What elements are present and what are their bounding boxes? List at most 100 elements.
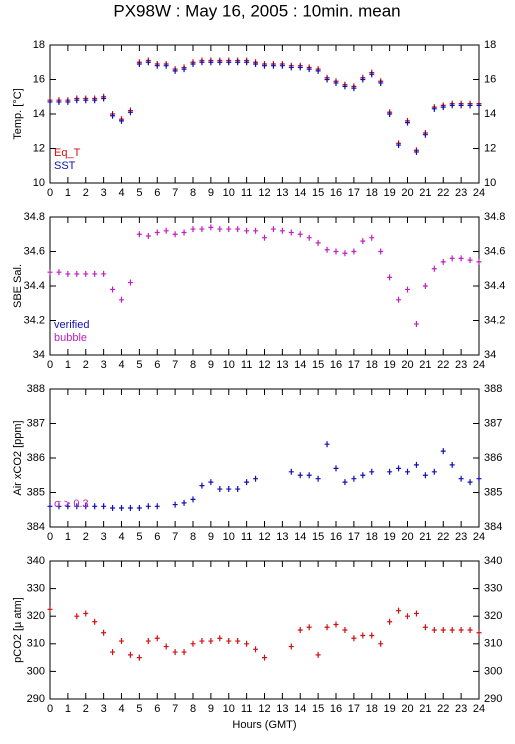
data-point bbox=[127, 651, 133, 658]
x-tick-label: 24 bbox=[473, 359, 485, 371]
x-tick-label: 22 bbox=[437, 531, 449, 543]
data-point bbox=[467, 102, 473, 109]
x-tick-label: 8 bbox=[190, 531, 196, 543]
data-point bbox=[253, 60, 259, 67]
x-tick-label: 15 bbox=[312, 359, 324, 371]
data-point bbox=[369, 632, 375, 639]
data-point bbox=[181, 229, 187, 236]
y-tick-label: 320 bbox=[27, 610, 45, 622]
y-tick-label: 34.8 bbox=[24, 211, 45, 223]
data-point bbox=[145, 503, 151, 510]
x-tick-label: 7 bbox=[172, 531, 178, 543]
data-point bbox=[154, 635, 160, 642]
y-tick-label: 384 bbox=[27, 521, 45, 533]
data-point bbox=[235, 486, 241, 493]
y-tick-label: 14 bbox=[33, 108, 45, 120]
data-point bbox=[467, 627, 473, 633]
data-point bbox=[467, 479, 473, 486]
x-tick-label: 6 bbox=[154, 531, 160, 543]
data-point bbox=[360, 76, 366, 83]
data-point bbox=[253, 227, 259, 234]
y-tick-label-right: 16 bbox=[484, 73, 496, 85]
x-axis-label: Hours (GMT) bbox=[232, 719, 296, 731]
data-point bbox=[154, 62, 160, 69]
x-tick-label: 20 bbox=[401, 359, 413, 371]
data-point bbox=[262, 234, 267, 241]
data-point bbox=[172, 501, 178, 508]
data-point bbox=[163, 227, 169, 234]
y-tick-label-right: 34.6 bbox=[484, 245, 505, 257]
data-point bbox=[288, 64, 294, 71]
data-point bbox=[360, 238, 366, 245]
y-tick-label-right: 330 bbox=[484, 583, 502, 595]
y-tick-label: 386 bbox=[27, 452, 45, 464]
data-point bbox=[199, 638, 205, 645]
legend-entry: verified bbox=[54, 319, 89, 331]
legend-entry: bubble bbox=[54, 332, 87, 344]
data-point bbox=[208, 479, 214, 486]
data-point bbox=[297, 472, 303, 479]
x-tick-label: 2 bbox=[83, 703, 89, 715]
y-tick-label-right: 34.8 bbox=[484, 211, 505, 223]
data-point bbox=[422, 472, 428, 479]
data-point bbox=[145, 232, 151, 239]
data-point bbox=[92, 97, 98, 104]
x-tick-label: 4 bbox=[118, 359, 124, 371]
data-point bbox=[262, 654, 267, 661]
x-tick-label: 17 bbox=[348, 703, 360, 715]
y-tick-label-right: 290 bbox=[484, 693, 502, 705]
data-point bbox=[306, 624, 312, 631]
plot-frame bbox=[49, 388, 480, 528]
y-tick-label: 388 bbox=[27, 383, 45, 395]
x-tick-label: 23 bbox=[455, 359, 467, 371]
y-tick-label: 34.6 bbox=[24, 245, 45, 257]
data-point bbox=[226, 486, 232, 493]
data-point bbox=[422, 283, 428, 289]
y-tick-label-right: 388 bbox=[484, 383, 502, 395]
x-tick-label: 7 bbox=[172, 359, 178, 371]
x-tick-label: 9 bbox=[208, 187, 214, 199]
data-point bbox=[190, 226, 196, 233]
data-point bbox=[422, 131, 428, 138]
data-point bbox=[119, 638, 124, 645]
data-point bbox=[163, 643, 169, 650]
y-tick-label-right: 387 bbox=[484, 417, 502, 429]
y-tick-label: 34.4 bbox=[24, 280, 45, 292]
x-tick-label: 21 bbox=[419, 531, 431, 543]
data-point bbox=[119, 117, 124, 124]
data-point bbox=[467, 257, 473, 264]
data-point bbox=[92, 503, 98, 510]
x-tick-label: 1 bbox=[65, 359, 71, 371]
data-point bbox=[333, 621, 339, 628]
x-tick-label: 1 bbox=[65, 187, 71, 199]
data-point bbox=[244, 479, 250, 486]
data-point bbox=[476, 102, 482, 109]
data-point bbox=[110, 505, 116, 512]
x-tick-label: 0 bbox=[47, 187, 53, 199]
y-tick-label: 34 bbox=[33, 349, 45, 361]
data-point bbox=[351, 85, 357, 92]
data-point bbox=[405, 286, 410, 293]
data-point bbox=[199, 59, 205, 66]
data-point bbox=[387, 274, 393, 281]
data-point bbox=[74, 613, 80, 620]
data-point bbox=[56, 98, 62, 105]
y-tick-label-right: 384 bbox=[484, 521, 502, 533]
x-tick-label: 12 bbox=[258, 531, 270, 543]
x-tick-label: 17 bbox=[348, 187, 360, 199]
data-point bbox=[279, 227, 285, 234]
plot-frame bbox=[49, 560, 480, 700]
x-tick-label: 15 bbox=[312, 531, 324, 543]
x-tick-label: 17 bbox=[348, 531, 360, 543]
data-point bbox=[288, 643, 294, 650]
data-point bbox=[136, 60, 142, 67]
data-point bbox=[431, 627, 437, 633]
x-tick-label: 2 bbox=[83, 359, 89, 371]
x-tick-label: 16 bbox=[330, 531, 342, 543]
data-point bbox=[449, 255, 455, 262]
x-tick-label: 23 bbox=[455, 703, 467, 715]
y-tick-label: 340 bbox=[27, 555, 45, 567]
data-point bbox=[378, 79, 384, 86]
data-point bbox=[190, 640, 196, 647]
